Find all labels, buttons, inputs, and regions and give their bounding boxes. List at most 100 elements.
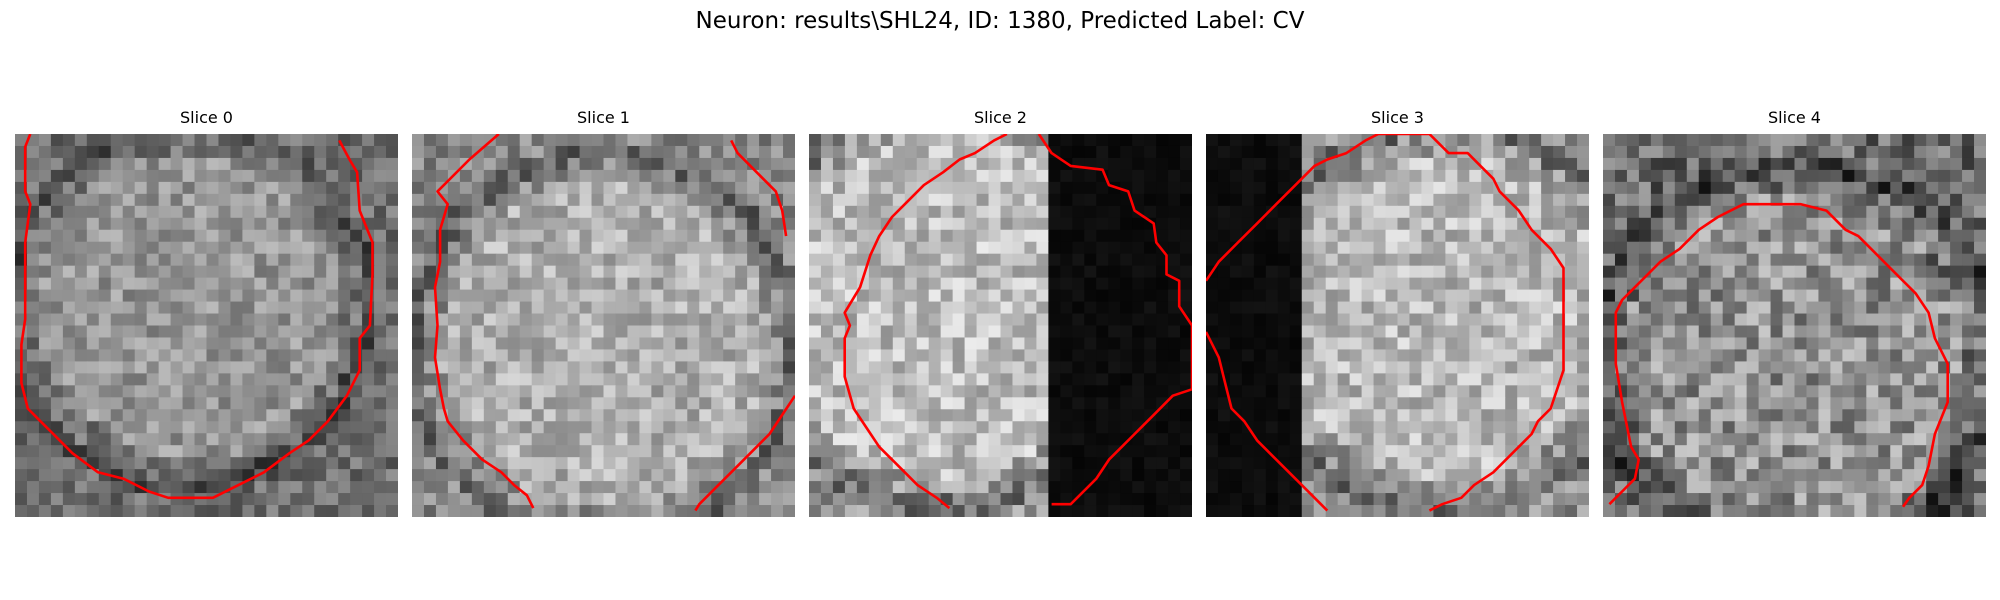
pixel [1036,373,1049,386]
pixel [735,421,748,434]
pixel [1650,385,1664,398]
pixel [771,481,784,494]
pixel [687,241,700,255]
pixel [1024,397,1038,410]
pixel [110,373,124,386]
pixel [350,301,363,315]
pixel [1782,205,1796,219]
pixel [350,397,363,410]
pixel [1000,469,1014,482]
pixel [1206,325,1219,339]
pixel [555,134,569,147]
pixel [1481,337,1494,351]
pixel [423,313,437,327]
pixel [206,385,220,398]
pixel [771,145,784,159]
pixel [1493,325,1506,339]
pixel [1373,253,1387,267]
pixel [735,253,748,267]
pixel [412,145,425,159]
pixel [976,361,990,374]
pixel [892,373,906,386]
pixel [1734,134,1748,147]
pixel [1265,349,1279,363]
pixel [412,181,425,195]
pixel [1758,325,1772,339]
pixel [412,301,425,315]
pixel [1060,481,1073,494]
pixel [495,145,509,159]
pixel [146,241,160,255]
pixel [1830,385,1843,398]
pixel [832,193,846,207]
pixel [543,469,557,482]
pixel [1217,289,1231,303]
pixel [1349,325,1363,339]
pixel [1325,421,1339,434]
pixel [15,325,28,339]
pixel [952,385,966,398]
pixel [338,241,351,255]
pixel [1914,277,1927,291]
pixel [651,217,664,231]
pixel [38,157,52,171]
pixel [1409,493,1423,506]
pixel [1120,181,1133,195]
pixel [892,445,906,458]
pixel [1168,181,1181,195]
pixel [952,361,966,374]
pixel [1385,349,1399,363]
pixel [591,349,605,363]
pixel [194,325,208,339]
pixel [338,433,351,446]
pixel [507,337,521,351]
pixel [1421,457,1435,470]
pixel [471,193,485,207]
pixel [1217,241,1231,255]
pixel [1253,337,1267,351]
pixel [1000,337,1014,351]
pixel [314,253,327,267]
pixel [194,445,208,458]
pixel [26,361,40,374]
pixel [699,217,712,231]
pixel [663,505,676,517]
pixel [1000,277,1014,291]
pixel [555,277,569,291]
pixel [170,229,184,243]
pixel [952,337,966,351]
pixel [314,157,327,171]
pixel [50,409,64,422]
pixel [471,469,485,482]
pixel [290,169,303,183]
pixel [1253,325,1267,339]
pixel [38,277,52,291]
pixel [663,229,676,243]
pixel [326,493,339,506]
pixel [892,217,906,231]
pixel [771,217,784,231]
pixel [880,301,894,315]
pixel [1253,289,1267,303]
pixel [266,445,279,458]
pixel [1361,493,1375,506]
pixel [278,493,291,506]
pixel [916,385,930,398]
pixel [471,301,485,315]
pixel [1084,217,1097,231]
pixel [567,385,581,398]
pixel [1662,325,1676,339]
pixel [1650,337,1664,351]
pixel [1445,325,1458,339]
pixel [1890,397,1903,410]
pixel [338,193,351,207]
pixel [1277,145,1291,159]
pixel [579,181,593,195]
pixel [711,253,724,267]
pixel [1253,157,1267,171]
pixel [507,421,521,434]
pixel [627,505,641,517]
pixel [1842,313,1855,327]
pixel [1866,229,1879,243]
pixel [904,169,918,183]
